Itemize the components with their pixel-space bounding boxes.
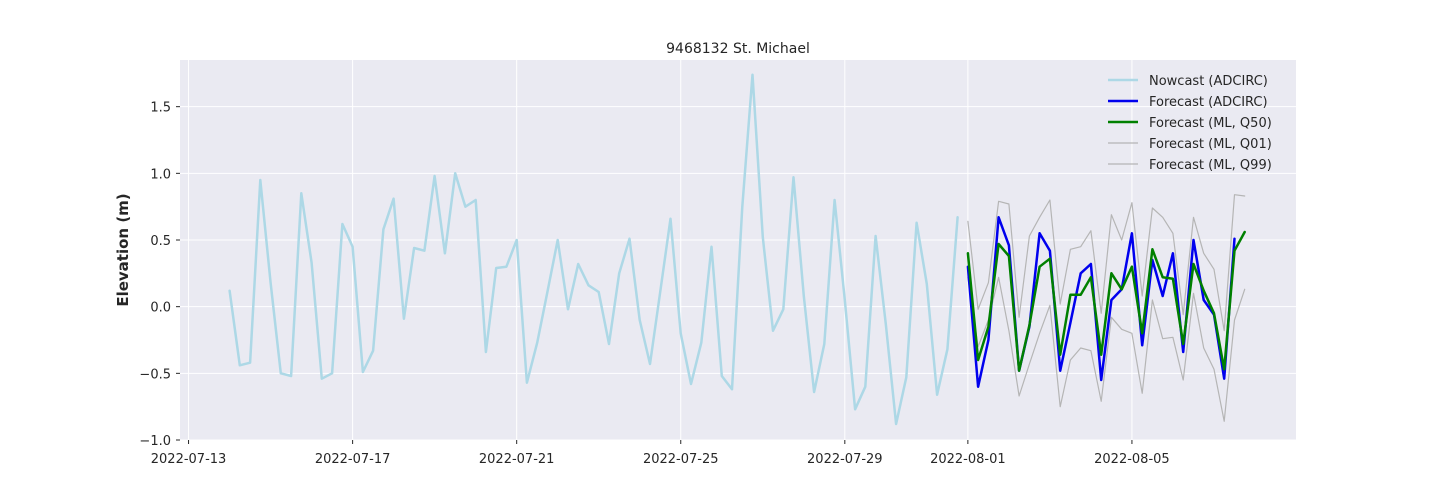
legend-entry-label: Forecast (ADCIRC): [1149, 95, 1268, 110]
series-lines: [228, 73, 1246, 426]
series-line-nowcast-adcirc: [228, 73, 959, 426]
y-tick-label: −0.5: [139, 367, 171, 382]
y-tick-label: −1.0: [139, 434, 171, 449]
series-line-forecast-ml-q50: [966, 230, 1246, 372]
x-tick-label: 2022-07-13: [151, 452, 227, 467]
legend-entry-label: Forecast (ML, Q50): [1149, 116, 1272, 131]
legend-entry-label: Nowcast (ADCIRC): [1149, 74, 1268, 89]
x-tick-label: 2022-07-25: [643, 452, 719, 467]
chart-title: 9468132 St. Michael: [666, 41, 810, 57]
y-tick-label: 0.5: [150, 234, 171, 249]
plot-area: [180, 60, 1296, 440]
x-tick-label: 2022-08-01: [930, 452, 1006, 467]
legend-entry-label: Forecast (ML, Q01): [1149, 137, 1272, 152]
x-tick-label: 2022-08-05: [1094, 452, 1170, 467]
axis-ticks: 2022-07-13 2022-07-17 2022-07-21 2022-07-25…: [139, 101, 1169, 467]
series-line-forecast-ml-q99: [967, 194, 1246, 332]
x-tick-label: 2022-07-21: [479, 452, 555, 467]
series-line-forecast-ml-q01: [967, 276, 1246, 422]
x-tick-label: 2022-07-17: [315, 452, 391, 467]
grid: [180, 60, 1296, 441]
legend-entry-label: Forecast (ML, Q99): [1149, 158, 1272, 173]
x-tick-label: 2022-07-29: [807, 452, 883, 467]
legend: Nowcast (ADCIRC) Forecast (ADCIRC) Forecas…: [1108, 74, 1272, 173]
y-tick-label: 0.0: [150, 301, 171, 316]
y-tick-label: 1.5: [150, 101, 171, 116]
y-tick-label: 1.0: [150, 167, 171, 182]
y-axis-label: Elevation (m): [114, 193, 132, 306]
